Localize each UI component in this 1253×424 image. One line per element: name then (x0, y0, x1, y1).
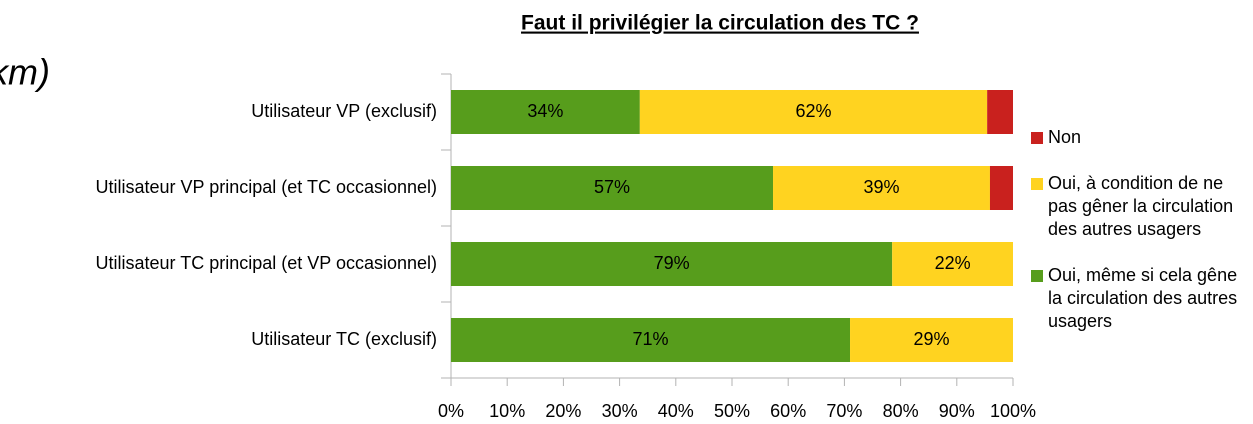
value-label: 79% (654, 253, 690, 273)
x-tick-label: 40% (658, 401, 694, 421)
x-tick-label: 10% (489, 401, 525, 421)
value-label: 34% (527, 101, 563, 121)
x-tick-label: 70% (826, 401, 862, 421)
x-tick-label: 60% (770, 401, 806, 421)
legend-label: Non (1048, 127, 1082, 147)
x-tick-label: 20% (545, 401, 581, 421)
bar-segment (639, 90, 988, 134)
x-tick-label: 100% (990, 401, 1036, 421)
x-tick-label: 80% (883, 401, 919, 421)
y-tick-label: Utilisateur TC (exclusif) (251, 329, 437, 349)
y-tick-label: Utilisateur VP principal (et TC occasion… (96, 177, 437, 197)
bar-segment (451, 166, 774, 210)
bar-segment (989, 166, 1013, 210)
legend-swatch (1031, 270, 1043, 282)
x-tick-label: 0% (438, 401, 464, 421)
y-tick-label: Utilisateur TC principal (et VP occasion… (96, 253, 437, 273)
bar-segment (987, 90, 1013, 134)
bar-segment (773, 166, 990, 210)
value-label: 57% (594, 177, 630, 197)
x-tick-label: 90% (939, 401, 975, 421)
legend-label: Oui, même si cela gêne la circulation de… (1048, 265, 1238, 331)
bar-segment (850, 318, 1013, 362)
x-tick-label: 50% (714, 401, 750, 421)
y-tick-label: Utilisateur VP (exclusif) (251, 101, 437, 121)
value-label: 71% (632, 329, 668, 349)
value-label: 22% (935, 253, 971, 273)
bar-segment (892, 242, 1013, 286)
value-label: 62% (795, 101, 831, 121)
legend-swatch (1031, 132, 1043, 144)
chart-title: Faut il privilégier la circulation des T… (521, 12, 919, 35)
annotation: km) (0, 52, 50, 93)
legend-label: Oui, à condition de ne pas gêner la circ… (1048, 173, 1234, 239)
legend-swatch (1031, 178, 1043, 190)
bar-segment (451, 90, 640, 134)
x-tick-label: 30% (602, 401, 638, 421)
value-label: 29% (913, 329, 949, 349)
bar-segment (451, 242, 893, 286)
value-label: 39% (863, 177, 899, 197)
bar-segment (451, 318, 851, 362)
